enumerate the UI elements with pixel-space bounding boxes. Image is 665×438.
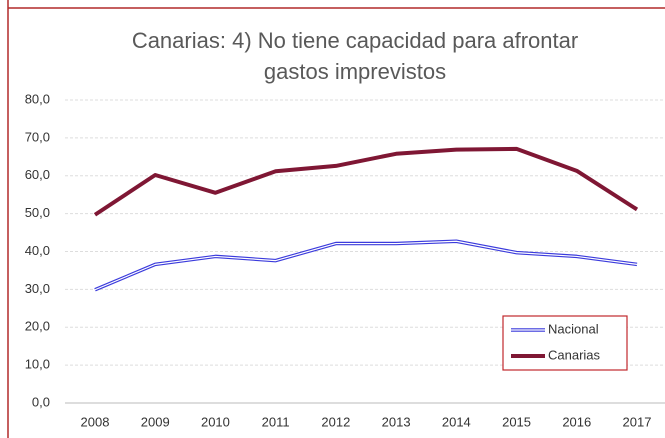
legend-label: Nacional [548,321,599,336]
x-tick-label: 2013 [382,414,411,429]
y-tick-label: 0,0 [32,394,50,409]
y-tick-label: 10,0 [25,357,50,372]
x-tick-label: 2016 [562,414,591,429]
chart-title: Canarias: 4) No tiene capacidad para afr… [132,28,578,53]
series-line-inner [94,240,638,291]
x-tick-label: 2008 [81,414,110,429]
chart-subtitle: gastos imprevistos [264,59,446,84]
legend-label: Canarias [548,347,601,362]
y-tick-label: 40,0 [25,243,50,258]
y-tick-label: 50,0 [25,205,50,220]
series-line [93,146,639,217]
x-tick-label: 2017 [623,414,652,429]
y-tick-label: 30,0 [25,281,50,296]
x-tick-label: 2015 [502,414,531,429]
x-tick-label: 2010 [201,414,230,429]
y-tick-label: 20,0 [25,319,50,334]
x-tick-label: 2014 [442,414,471,429]
x-tick-label: 2011 [262,414,290,429]
x-tick-label: 2012 [321,414,350,429]
y-tick-label: 70,0 [25,129,50,144]
y-tick-label: 80,0 [25,91,50,106]
x-tick-label: 2009 [141,414,170,429]
y-tick-label: 60,0 [25,167,50,182]
legend-box [502,315,628,371]
